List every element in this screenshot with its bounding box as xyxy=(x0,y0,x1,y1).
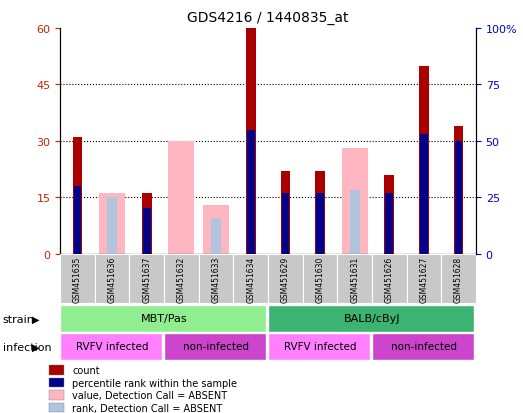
Bar xyxy=(280,171,290,254)
Bar xyxy=(303,254,337,304)
Bar xyxy=(95,254,129,304)
Text: GSM451629: GSM451629 xyxy=(281,256,290,303)
Text: GSM451627: GSM451627 xyxy=(419,256,428,303)
Text: value, Detection Call = ABSENT: value, Detection Call = ABSENT xyxy=(72,390,228,400)
Bar xyxy=(342,149,368,254)
Text: MBT/Pas: MBT/Pas xyxy=(141,313,187,323)
Bar xyxy=(60,305,266,332)
Bar xyxy=(246,29,256,254)
Bar xyxy=(454,126,463,254)
Bar xyxy=(74,187,81,254)
Text: ▶: ▶ xyxy=(32,342,40,352)
Bar xyxy=(420,135,428,254)
Bar xyxy=(268,333,370,360)
Bar xyxy=(164,333,266,360)
Bar xyxy=(143,209,151,254)
Text: RVFV infected: RVFV infected xyxy=(76,342,149,351)
Bar xyxy=(73,138,82,254)
Bar xyxy=(49,365,64,375)
Text: GSM451632: GSM451632 xyxy=(177,256,186,303)
Text: strain: strain xyxy=(3,314,35,324)
Bar xyxy=(407,254,441,304)
Bar xyxy=(350,191,359,254)
Bar xyxy=(233,254,268,304)
Text: non-infected: non-infected xyxy=(391,342,457,351)
Text: GSM451626: GSM451626 xyxy=(385,256,394,303)
Bar xyxy=(385,193,393,254)
Bar xyxy=(419,66,429,254)
Bar xyxy=(60,333,162,360)
Text: GSM451635: GSM451635 xyxy=(73,256,82,303)
Text: GSM451631: GSM451631 xyxy=(350,256,359,303)
Text: GSM451628: GSM451628 xyxy=(454,256,463,302)
Text: infection: infection xyxy=(3,342,51,352)
Bar xyxy=(337,254,372,304)
Title: GDS4216 / 1440835_at: GDS4216 / 1440835_at xyxy=(187,11,349,25)
Text: non-infected: non-infected xyxy=(183,342,249,351)
Bar xyxy=(60,254,95,304)
Text: GSM451630: GSM451630 xyxy=(315,256,324,303)
Text: RVFV infected: RVFV infected xyxy=(284,342,356,351)
Bar xyxy=(268,305,474,332)
Text: percentile rank within the sample: percentile rank within the sample xyxy=(72,377,237,387)
Bar xyxy=(441,254,476,304)
Bar xyxy=(99,194,125,254)
Bar xyxy=(372,333,474,360)
Bar xyxy=(268,254,303,304)
Bar xyxy=(199,254,233,304)
Bar xyxy=(142,194,152,254)
Bar xyxy=(384,175,394,254)
Bar xyxy=(164,254,199,304)
Bar xyxy=(211,218,221,254)
Bar xyxy=(316,193,324,254)
Bar xyxy=(129,254,164,304)
Text: rank, Detection Call = ABSENT: rank, Detection Call = ABSENT xyxy=(72,403,223,413)
Bar xyxy=(49,403,64,413)
Text: ▶: ▶ xyxy=(32,314,40,324)
Bar xyxy=(281,193,289,254)
Bar xyxy=(247,130,255,254)
Bar xyxy=(107,198,117,254)
Bar xyxy=(455,141,462,254)
Bar xyxy=(203,205,229,254)
Text: GSM451634: GSM451634 xyxy=(246,256,255,303)
Text: GSM451637: GSM451637 xyxy=(142,256,151,303)
Bar xyxy=(49,390,64,400)
Bar xyxy=(168,141,195,254)
Text: GSM451633: GSM451633 xyxy=(212,256,221,303)
Bar xyxy=(372,254,407,304)
Bar xyxy=(315,171,325,254)
Text: BALB/cByJ: BALB/cByJ xyxy=(344,313,400,323)
Text: GSM451636: GSM451636 xyxy=(108,256,117,303)
Bar xyxy=(49,378,64,387)
Text: count: count xyxy=(72,365,100,375)
